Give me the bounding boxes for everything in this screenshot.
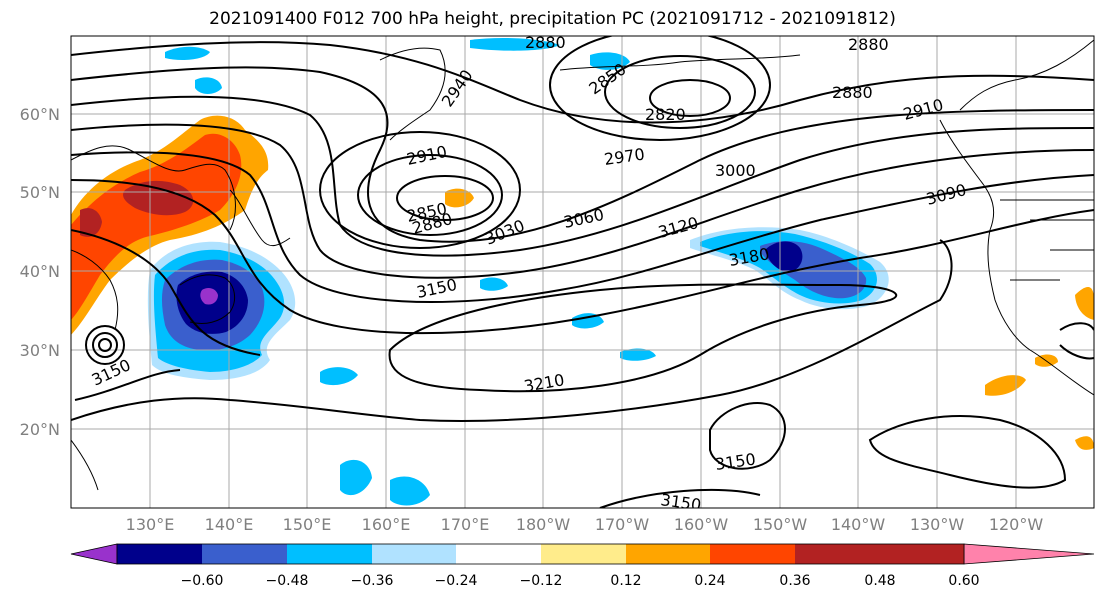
precip-positive-patch-3 (1075, 286, 1094, 320)
colorbar-tick-label: 0.36 (779, 573, 810, 589)
lon-label: 130°E (126, 515, 175, 534)
lat-label: 60°N (20, 105, 60, 124)
precip-negative-patch-8 (340, 459, 372, 496)
colorbar-segment (626, 544, 710, 564)
lat-label: 50°N (20, 183, 60, 202)
colorbar-segment (710, 544, 795, 564)
colorbar-tick-label: 0.12 (610, 573, 641, 589)
lon-label: 130°W (910, 515, 965, 534)
colorbar-tick-label: 0.60 (948, 573, 979, 589)
precip-positive-asia-4 (80, 208, 102, 237)
lon-label: 170°W (595, 515, 650, 534)
colorbar-tick-label: 0.48 (864, 573, 895, 589)
colorbar-segment (202, 544, 287, 564)
precip-shading (71, 37, 1094, 506)
coastlines (71, 39, 1094, 491)
precip-negative-patch-2 (195, 77, 222, 94)
height-contours (71, 36, 1094, 508)
precip-positive-asia-3 (123, 180, 194, 216)
lon-label: 170°E (441, 515, 490, 534)
precip-negative-wpac-5 (200, 287, 218, 305)
precip-negative-patch-10 (480, 277, 508, 291)
colorbar-tick-label: −0.12 (520, 573, 563, 589)
lon-label: 150°E (283, 515, 332, 534)
colorbar-segment (795, 544, 880, 564)
map-frame (70, 35, 1095, 509)
colorbar-segment (117, 544, 202, 564)
contour-label: 2880 (832, 83, 873, 102)
colorbar-tick-label: −0.24 (435, 573, 478, 589)
lon-label: 180°W (516, 515, 571, 534)
colorbar-tick-label: −0.36 (351, 573, 394, 589)
lon-label: 150°W (753, 515, 808, 534)
contour-label: 3150 (659, 490, 702, 514)
lon-label: 140°W (831, 515, 886, 534)
lon-label: 160°W (674, 515, 729, 534)
precip-negative-patch-9 (390, 476, 430, 506)
precip-positive-asia-2 (71, 133, 242, 320)
lon-label: 120°W (989, 515, 1044, 534)
lat-label: 30°N (20, 341, 60, 360)
precip-negative-patch-6 (572, 313, 604, 329)
contour-label: 2880 (848, 35, 889, 54)
colorbar-outline (116, 543, 965, 565)
lat-label: 40°N (20, 262, 60, 281)
colorbar-extend-high (963, 543, 1095, 565)
precip-positive-patch-1 (445, 188, 474, 208)
precip-negative-patch-1 (165, 46, 210, 60)
colorbar-segment (456, 544, 541, 564)
precip-negative-patch-4 (590, 52, 630, 70)
colorbar-segment-9 (880, 544, 964, 564)
map-title: 2021091400 F012 700 hPa height, precipit… (209, 9, 896, 29)
contour-label: 3000 (715, 161, 756, 180)
latitude-labels: 60°N 50°N 40°N 30°N 20°N (20, 105, 60, 439)
lon-label: 140°E (205, 515, 254, 534)
precip-negative-patch-3 (470, 37, 560, 51)
colorbar-tick-label: −0.48 (266, 573, 309, 589)
map-panel: 2880 2880 2850 2820 2880 2910 2940 2970 … (71, 33, 1094, 514)
colorbar-tick-label: −0.60 (181, 573, 224, 589)
longitude-labels: 130°E 140°E 150°E 160°E 170°E 180°W 170°… (126, 515, 1044, 534)
precip-negative-cpac-4 (765, 241, 803, 272)
colorbar-extend-low (70, 543, 118, 565)
precip-negative-patch-5 (320, 367, 358, 386)
precip-negative-patch-7 (620, 348, 656, 361)
colorbar-segment (541, 544, 626, 564)
lon-label: 160°E (362, 515, 411, 534)
lat-label: 20°N (20, 420, 60, 439)
precip-positive-patch-5 (1075, 436, 1094, 450)
contour-label: 2820 (645, 105, 686, 124)
colorbar-segment (287, 544, 372, 564)
colorbar-segment (372, 544, 456, 564)
colorbar-tick-label: 0.24 (694, 573, 725, 589)
colorbar: −0.60 −0.48 −0.36 −0.24 −0.12 0.12 0.24 … (70, 543, 1095, 589)
contour-label: 2880 (525, 33, 566, 52)
